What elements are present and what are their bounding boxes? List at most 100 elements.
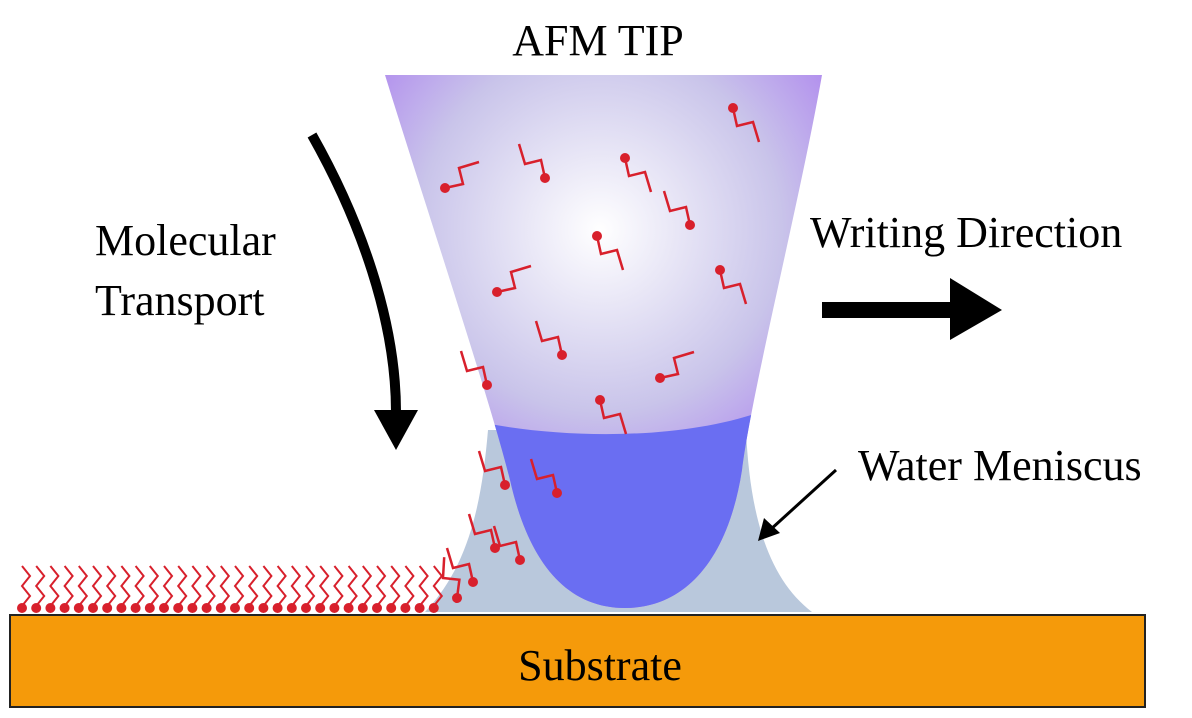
molecule-chain	[262, 565, 273, 607]
meniscus-label: Water Meniscus	[858, 441, 1142, 490]
molecule-head	[130, 603, 141, 613]
molecule-chain	[191, 565, 202, 607]
transport-label: Transport	[95, 276, 265, 325]
molecule-head	[452, 593, 462, 603]
molecule-chain	[205, 565, 216, 607]
meniscus-pointer	[768, 468, 838, 532]
molecule-chain	[662, 190, 692, 226]
molecule-chain	[375, 565, 387, 607]
molecule-chain	[718, 269, 748, 305]
molecule-chain	[477, 450, 507, 486]
molecule-chain	[148, 565, 160, 607]
molecule-chain	[595, 235, 625, 271]
direction-label: Writing Direction	[810, 208, 1122, 257]
molecule-chain	[459, 350, 489, 386]
molecule-chain	[731, 107, 761, 143]
molecule-chain	[445, 547, 475, 583]
molecule	[728, 103, 761, 143]
direction-arrowhead	[950, 278, 1002, 340]
molecule-chain	[176, 565, 188, 607]
molecule-chain	[492, 525, 522, 561]
molecule-head	[595, 395, 605, 405]
molecule-head	[116, 603, 127, 613]
molecule	[467, 513, 500, 553]
molecule-head	[159, 603, 169, 613]
substrate	[9, 614, 1146, 708]
molecule-chain	[389, 565, 401, 607]
molecule	[492, 525, 525, 565]
molecule-head	[329, 603, 340, 613]
tip-label: AFM TIP	[512, 16, 684, 65]
molecule-head	[343, 603, 354, 613]
transport-arrowhead	[374, 410, 418, 450]
molecule-chain	[34, 565, 46, 607]
molecule-head	[301, 603, 311, 613]
molecule-chain	[496, 264, 532, 294]
molecule-chain	[361, 565, 373, 607]
molecule-chain	[20, 565, 32, 607]
molecule-head	[515, 555, 525, 565]
molecule-chain	[347, 565, 358, 607]
molecule-chain	[290, 565, 302, 607]
molecule-chain	[659, 350, 695, 380]
molecule	[592, 231, 625, 271]
molecule-chain	[49, 565, 60, 607]
molecule-chain	[233, 565, 245, 607]
molecule-head	[286, 603, 297, 613]
molecule	[440, 160, 480, 193]
molecule-chain	[444, 160, 480, 190]
molecule-chain	[333, 565, 344, 607]
molecule-chain	[219, 565, 231, 607]
molecule-head	[400, 603, 411, 613]
molecule-head	[490, 543, 500, 553]
molecule-head	[31, 603, 42, 613]
molecule-head	[440, 183, 450, 193]
molecule-head	[685, 220, 695, 230]
molecule-head	[386, 603, 397, 613]
molecule-chain	[63, 565, 74, 607]
transport-arrow	[307, 132, 401, 413]
meniscus-pointer-head	[758, 518, 780, 541]
molecule	[459, 350, 492, 390]
molecule-head	[187, 603, 198, 613]
molecule-head	[244, 603, 255, 613]
molecule-chain	[162, 565, 174, 607]
direction-arrow	[822, 302, 954, 318]
molecule-head	[73, 603, 84, 613]
molecule-head	[414, 603, 425, 613]
molecule-head	[557, 350, 567, 360]
molecule-head	[728, 103, 738, 113]
molecule	[517, 143, 550, 183]
molecule	[441, 557, 462, 603]
molecule-head	[102, 603, 113, 613]
molecule-head	[357, 603, 368, 613]
transport-label: Molecular	[95, 216, 276, 265]
molecule-head	[88, 603, 98, 613]
molecule	[715, 265, 748, 305]
molecule-head	[715, 265, 725, 275]
molecule	[595, 395, 628, 435]
molecule-chain	[91, 565, 103, 607]
molecule-head	[492, 287, 502, 297]
molecule-head	[552, 488, 562, 498]
molecule-head	[59, 603, 70, 613]
molecule-head	[372, 603, 382, 613]
molecule-chain	[105, 565, 117, 607]
molecule-head	[230, 603, 240, 613]
molecule-chain	[432, 565, 444, 607]
molecule	[534, 320, 567, 360]
molecule-head	[215, 603, 226, 613]
molecule-head	[272, 603, 283, 613]
molecule	[492, 264, 532, 297]
molecule-chain	[134, 565, 145, 607]
molecule-head	[482, 380, 492, 390]
molecule	[662, 190, 695, 230]
molecules	[17, 103, 761, 613]
molecule-head	[500, 480, 510, 490]
molecule-head	[315, 603, 326, 613]
molecule-chain	[598, 399, 628, 435]
molecule-head	[620, 153, 630, 163]
molecule-chain	[404, 565, 415, 607]
molecule-head	[45, 603, 56, 613]
molecule-chain	[529, 458, 559, 494]
